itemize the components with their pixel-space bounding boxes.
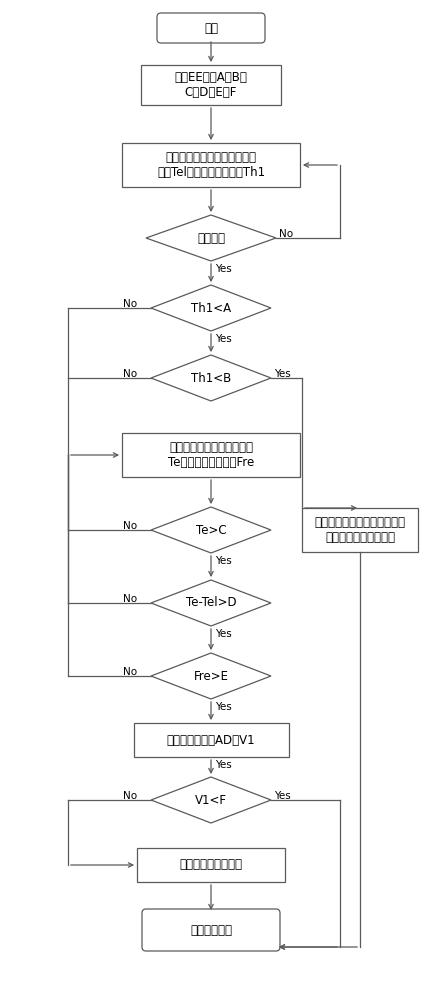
- Bar: [141, 65, 281, 105]
- Text: No: No: [123, 369, 137, 379]
- Polygon shape: [146, 215, 276, 261]
- Text: 采样实时的室内冷凝器温度
Te，压缩机运行频率Fre: 采样实时的室内冷凝器温度 Te，压缩机运行频率Fre: [168, 441, 254, 469]
- Bar: [133, 723, 289, 757]
- Text: 采样排气传感器AD值V1: 采样排气传感器AD值V1: [167, 734, 255, 746]
- Bar: [137, 848, 285, 882]
- Text: Te>C: Te>C: [196, 524, 226, 536]
- Text: Th1<B: Th1<B: [191, 371, 231, 384]
- Polygon shape: [151, 507, 271, 553]
- Text: 记录压机开启前的室内冷凝器
温度Tel，室外蒸发器温度Th1: 记录压机开启前的室内冷凝器 温度Tel，室外蒸发器温度Th1: [157, 151, 265, 179]
- Text: 检测程序结束: 检测程序结束: [190, 924, 232, 936]
- Text: Yes: Yes: [215, 702, 232, 712]
- Text: No: No: [123, 594, 137, 604]
- Bar: [302, 508, 418, 552]
- Text: 制热开机: 制热开机: [197, 232, 225, 244]
- Text: Yes: Yes: [215, 264, 232, 274]
- Text: 开始: 开始: [204, 21, 218, 34]
- Polygon shape: [151, 580, 271, 626]
- Text: Yes: Yes: [215, 556, 232, 566]
- Text: No: No: [123, 667, 137, 677]
- Bar: [122, 143, 300, 187]
- Text: Yes: Yes: [215, 629, 232, 639]
- Text: No: No: [123, 299, 137, 309]
- Text: Yes: Yes: [274, 791, 291, 801]
- Text: Fre>E: Fre>E: [194, 670, 228, 682]
- Polygon shape: [151, 653, 271, 699]
- Text: Yes: Yes: [215, 334, 232, 344]
- Polygon shape: [151, 355, 271, 401]
- Polygon shape: [151, 777, 271, 823]
- FancyBboxPatch shape: [142, 909, 280, 951]
- Text: 排气传感器故障警示: 排气传感器故障警示: [179, 858, 243, 871]
- FancyBboxPatch shape: [157, 13, 265, 43]
- Bar: [122, 433, 300, 477]
- Text: No: No: [279, 229, 293, 239]
- Text: Yes: Yes: [215, 760, 232, 770]
- Polygon shape: [151, 285, 271, 331]
- Text: Yes: Yes: [274, 369, 291, 379]
- Text: 读取EE数据A、B、
C、D、E、F: 读取EE数据A、B、 C、D、E、F: [175, 71, 247, 99]
- Text: Te-Tel>D: Te-Tel>D: [186, 596, 236, 609]
- Text: Th1<A: Th1<A: [191, 302, 231, 314]
- Text: No: No: [123, 791, 137, 801]
- Text: No: No: [123, 521, 137, 531]
- Text: V1<F: V1<F: [195, 794, 227, 806]
- Text: 不检测排气传感器开路故障，
开路时以默认温度处理: 不检测排气传感器开路故障， 开路时以默认温度处理: [314, 516, 406, 544]
